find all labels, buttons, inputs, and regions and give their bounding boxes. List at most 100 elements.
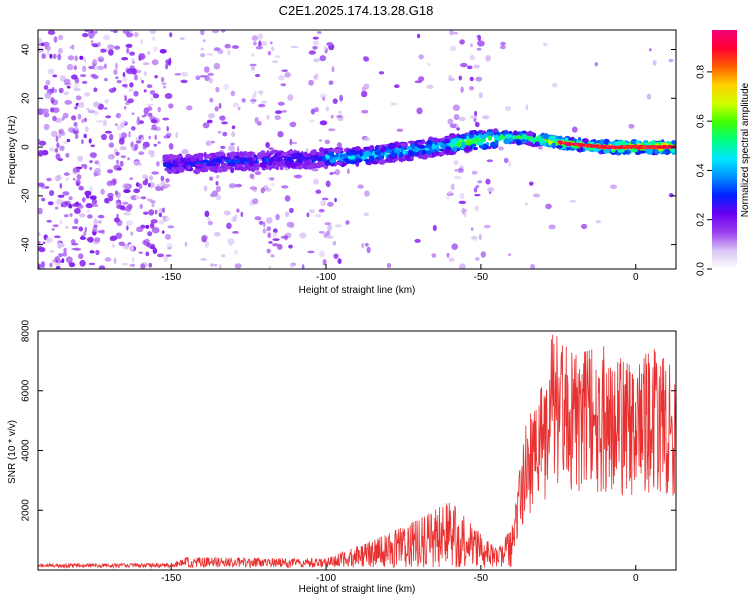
heatmap-cell (503, 157, 509, 164)
heatmap-cell (122, 30, 130, 35)
heatmap-cell (261, 100, 268, 104)
heatmap-cell (160, 175, 165, 182)
heatmap-cell (47, 30, 56, 35)
heatmap-cell (143, 211, 149, 215)
heatmap-cell (110, 30, 115, 33)
heatmap-cell (59, 75, 66, 82)
heatmap-cell (59, 182, 63, 189)
heatmap-cell (317, 160, 325, 166)
heatmap-cell (65, 256, 73, 263)
heatmap-cell (534, 141, 540, 147)
heatmap-cell (478, 92, 483, 99)
y-tick-label: 0 (21, 144, 32, 150)
heatmap-cell (571, 138, 578, 142)
heatmap-cell (503, 138, 511, 145)
heatmap-cell (114, 190, 119, 196)
heatmap-cell (272, 238, 280, 242)
heatmap-cell (38, 240, 41, 245)
heatmap-cell (123, 189, 131, 194)
heatmap-cell (497, 137, 502, 141)
heatmap-cell (223, 83, 230, 91)
heatmap-cell (84, 190, 92, 196)
heatmap-cell (555, 145, 563, 149)
heatmap-cell (46, 49, 50, 56)
heatmap-cell (145, 251, 150, 257)
heatmap-cell (221, 254, 226, 258)
heatmap-cell (216, 167, 223, 173)
heatmap-cell (364, 242, 369, 247)
spectrogram-frame (37, 29, 677, 270)
heatmap-cell (494, 139, 499, 145)
heatmap-cell (76, 174, 82, 180)
heatmap-cell (215, 181, 219, 186)
heatmap-cell (264, 187, 272, 192)
heatmap-cell (123, 106, 127, 110)
heatmap-cell (206, 217, 211, 221)
heatmap-cell (50, 97, 55, 104)
heatmap-cell (476, 47, 482, 51)
heatmap-cell (65, 177, 69, 182)
heatmap-cell (140, 39, 144, 44)
heatmap-cell (446, 196, 450, 200)
heatmap-cell (94, 75, 98, 79)
heatmap-cell (53, 36, 58, 43)
heatmap-cell (597, 145, 601, 148)
heatmap-cell (138, 134, 142, 140)
heatmap-cell (241, 98, 246, 103)
heatmap-cell (149, 90, 156, 95)
heatmap-cell (76, 181, 80, 187)
heatmap-cell (66, 63, 74, 71)
heatmap-cell (498, 146, 504, 151)
heatmap-cell (113, 257, 117, 264)
heatmap-cell (224, 43, 231, 49)
heatmap-cell (266, 226, 271, 232)
heatmap-cell (268, 241, 273, 244)
heatmap-cell (131, 146, 135, 150)
heatmap-cell (244, 162, 249, 168)
heatmap-cell (158, 212, 162, 217)
heatmap-cell (265, 142, 270, 148)
heatmap-cell (472, 235, 477, 242)
heatmap-cell (529, 181, 534, 186)
heatmap-cell (331, 66, 335, 73)
heatmap-cell (260, 153, 268, 157)
heatmap-cell (477, 40, 485, 47)
heatmap-cell (261, 40, 268, 47)
heatmap-cell (390, 152, 398, 157)
x-tick-label: -150 (161, 573, 181, 584)
heatmap-cell (311, 168, 319, 172)
heatmap-cell (91, 203, 99, 208)
heatmap-cell (48, 147, 56, 152)
heatmap-cell (318, 208, 325, 213)
heatmap-cell (258, 33, 263, 40)
heatmap-cell (97, 65, 105, 71)
heatmap-cell (308, 79, 314, 86)
heatmap-cell (38, 37, 43, 44)
heatmap-cell (384, 158, 393, 163)
heatmap-cell (668, 58, 674, 63)
heatmap-cell (253, 41, 257, 46)
heatmap-cell (254, 117, 259, 124)
heatmap-cell (434, 151, 440, 155)
heatmap-cell (74, 218, 79, 225)
heatmap-cell (334, 197, 337, 203)
heatmap-cell (290, 45, 299, 49)
heatmap-cell (431, 253, 437, 258)
heatmap-cell (38, 207, 43, 215)
heatmap-cell (313, 178, 319, 185)
heatmap-cell (147, 51, 151, 55)
heatmap-cell (89, 167, 92, 171)
heatmap-cell (129, 263, 136, 267)
heatmap-cell (463, 145, 471, 152)
heatmap-cell (487, 187, 495, 192)
x-tick-label: -100 (316, 573, 336, 584)
x-tick-label: -150 (161, 272, 181, 283)
heatmap-cell (56, 142, 60, 149)
heatmap-cell (118, 241, 125, 246)
heatmap-cell (68, 196, 73, 201)
heatmap-cell (251, 94, 255, 100)
heatmap-cell (149, 154, 156, 158)
heatmap-cell (313, 58, 321, 63)
heatmap-cell (118, 133, 122, 138)
heatmap-cell (500, 41, 506, 46)
